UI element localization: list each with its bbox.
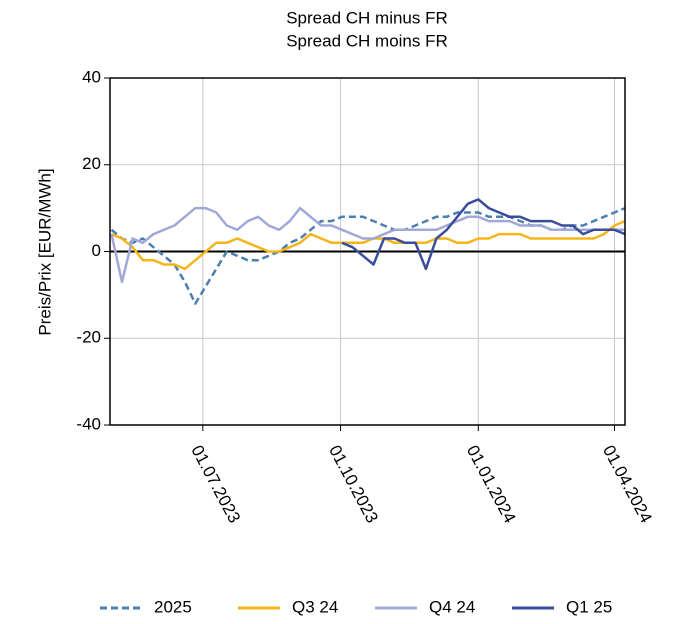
y-axis-label: Preis/Prix [EUR/MWh]	[35, 168, 54, 335]
plot-frame	[109, 77, 626, 426]
y-tick-label: -20	[76, 328, 101, 347]
x-tick-label: 01.04.2024	[599, 442, 656, 526]
chart-subtitle: Spread CH moins FR	[286, 31, 448, 50]
y-tick-label: 20	[82, 154, 101, 173]
chart-title: Spread CH minus FR	[286, 8, 448, 27]
y-tick-label: 0	[92, 241, 101, 260]
x-tick-label: 01.01.2024	[463, 442, 520, 526]
series-line	[111, 219, 626, 271]
series-line	[341, 198, 626, 271]
series-line	[110, 206, 626, 305]
legend-label: Q3 24	[292, 597, 338, 616]
y-tick-label: 40	[82, 67, 101, 86]
x-tick-label: 01.07.2023	[187, 442, 244, 526]
legend-label: 2025	[154, 597, 192, 616]
x-tick-label: 01.10.2023	[325, 442, 382, 526]
legend-label: Q4 24	[429, 597, 475, 616]
legend-label: Q1 25	[566, 597, 612, 616]
series-line	[110, 206, 625, 284]
y-tick-label: -40	[76, 414, 101, 433]
